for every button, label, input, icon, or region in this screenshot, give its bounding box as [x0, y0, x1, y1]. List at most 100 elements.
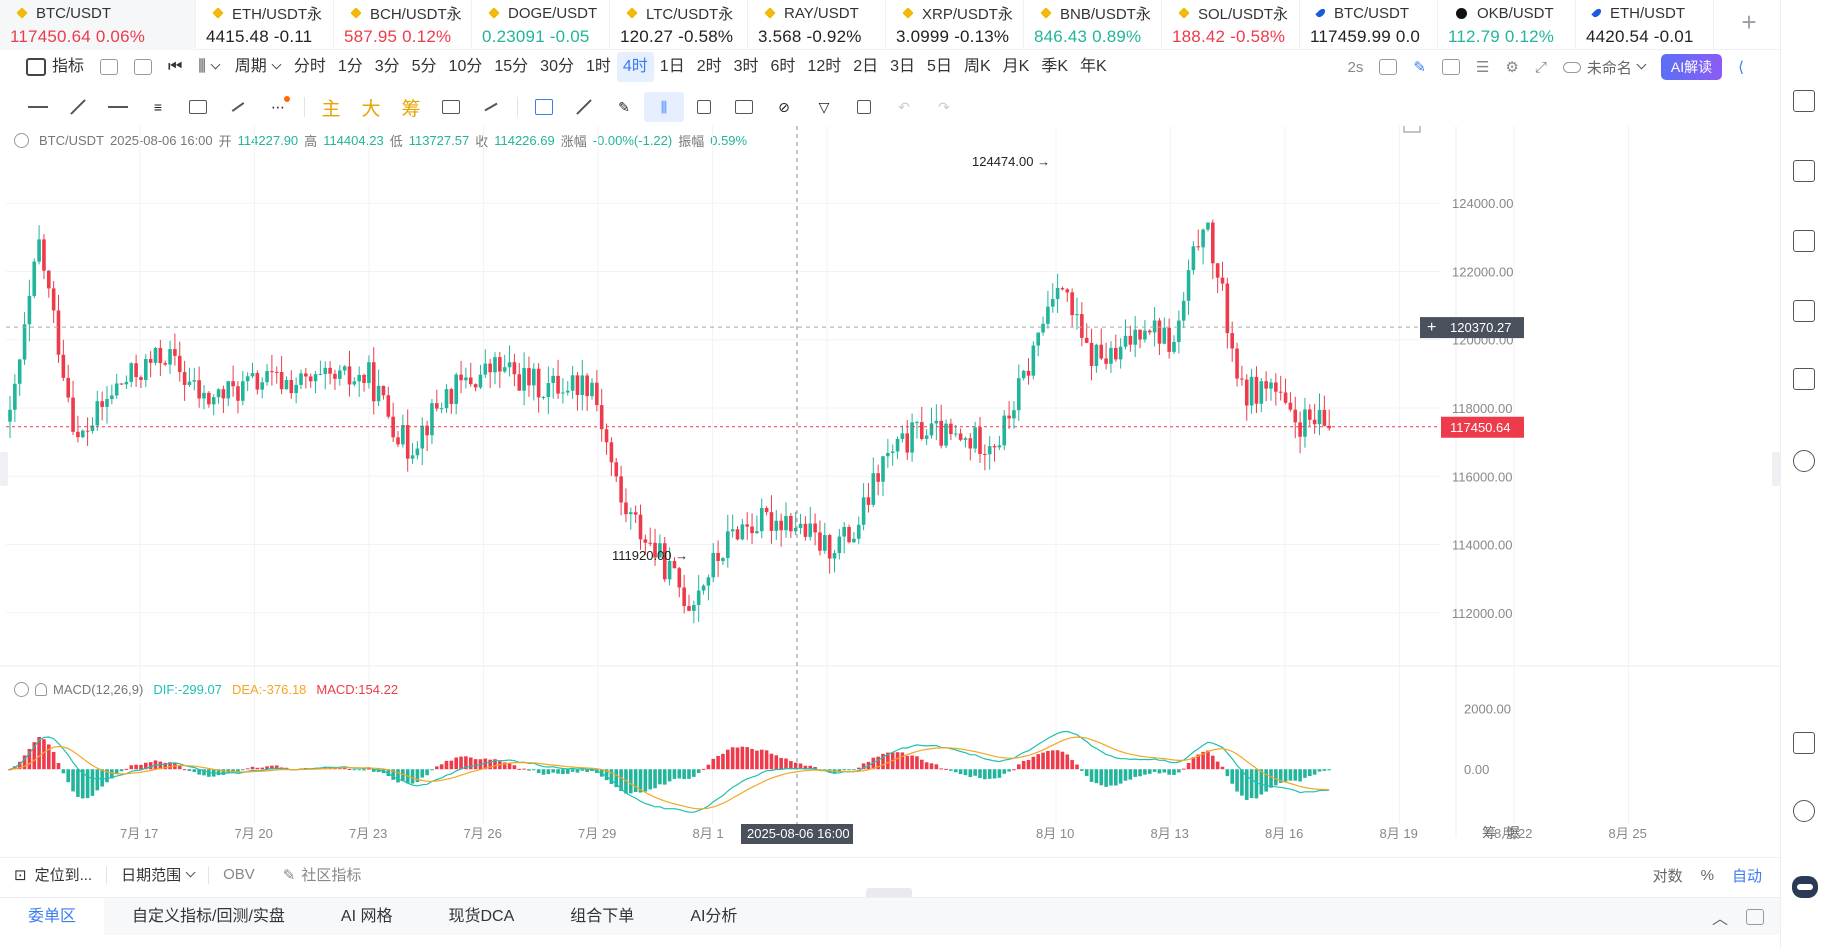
large-order-button[interactable]: 大	[351, 92, 391, 122]
calendar-button[interactable]	[92, 52, 126, 82]
collapse-circle-icon[interactable]	[14, 132, 29, 148]
settings-icon[interactable]: ⚙	[1505, 59, 1519, 76]
sync-tool[interactable]	[431, 92, 471, 122]
period-option[interactable]: 30分	[540, 58, 574, 75]
period-option[interactable]: 周K	[963, 58, 991, 75]
ticker-tab[interactable]: XRP/USDT永 3.0999 -0.13%	[886, 0, 1024, 50]
dollar-icon[interactable]	[1793, 160, 1815, 182]
ticker-tab[interactable]: RAY/USDT 3.568 -0.92%	[748, 0, 886, 50]
period-option[interactable]: 季K	[1041, 58, 1069, 75]
main-force-button[interactable]: 主	[311, 92, 351, 122]
panel-tab[interactable]: 组合下单	[570, 907, 635, 925]
period-option[interactable]: 4时	[616, 52, 654, 82]
period-option[interactable]: 2日	[853, 58, 879, 75]
ticker-tab[interactable]: LTC/USDT永 120.27 -0.58%	[610, 0, 748, 50]
layout-panel-icon[interactable]	[1793, 732, 1815, 754]
panel-tab[interactable]: 自定义指标/回测/实盘	[132, 907, 285, 925]
undo-button[interactable]: ↶	[884, 92, 924, 122]
headset-icon[interactable]	[1793, 800, 1815, 822]
panel-resize-handle[interactable]	[866, 888, 912, 898]
collapse-circle-icon[interactable]	[14, 681, 29, 697]
period-option[interactable]: 1分	[337, 58, 363, 75]
panel-tab[interactable]: AI 网格	[340, 907, 393, 925]
replay-button[interactable]: ⏮	[160, 52, 190, 82]
add-ticker-icon[interactable]: +	[1741, 7, 1757, 37]
magnet-tool[interactable]: ⊘	[764, 92, 804, 122]
etf-icon[interactable]	[1793, 368, 1815, 390]
period-option[interactable]: 月K	[1002, 58, 1030, 75]
range-tool[interactable]	[98, 92, 138, 122]
parallel-channel-tool[interactable]: ≡	[138, 92, 178, 122]
indicator-button[interactable]: 指标	[18, 52, 92, 82]
period-option[interactable]: 分时	[293, 58, 326, 75]
brush-tool[interactable]: ✎	[604, 92, 644, 122]
obv-button[interactable]: OBV	[209, 858, 269, 892]
trend-line-tool[interactable]	[58, 92, 98, 122]
period-dropdown[interactable]: 周期	[227, 52, 288, 82]
price-chart[interactable]: 124000.00122000.00120000.00118000.001160…	[0, 126, 1780, 856]
auto-scale-button[interactable]: 自动	[1731, 867, 1762, 885]
ticker-tab[interactable]: ETH/USDT永 4415.48 -0.11	[196, 0, 334, 50]
percent-scale-button[interactable]: %	[1700, 866, 1714, 884]
more-tools-button[interactable]: ⋯	[258, 92, 298, 122]
redo-button[interactable]: ↷	[924, 92, 964, 122]
panel-tab[interactable]: AI分析	[690, 907, 738, 925]
period-option[interactable]: 5分	[411, 58, 437, 75]
camera-icon[interactable]	[1379, 59, 1398, 75]
filter-tool[interactable]: ▽	[804, 92, 844, 122]
delete-tool[interactable]	[844, 92, 884, 122]
ticker-tab[interactable]: BTC/USDT 117459.99 0.0	[1300, 0, 1438, 50]
right-collapse-handle[interactable]	[1772, 452, 1780, 486]
bar-chart-icon[interactable]	[1793, 230, 1815, 252]
robot-assistant-icon[interactable]	[1792, 876, 1818, 898]
period-option[interactable]: 12时	[807, 58, 842, 75]
chips-button[interactable]: 筹	[391, 92, 431, 122]
candle-mode-tool[interactable]: ⫼	[644, 92, 684, 122]
copy-tool[interactable]	[524, 92, 564, 122]
period-option[interactable]: 年K	[1080, 58, 1107, 75]
swap-icon[interactable]	[1793, 450, 1815, 472]
left-collapse-handle[interactable]	[0, 452, 8, 486]
period-option[interactable]: 3时	[733, 58, 759, 75]
pen-icon[interactable]: ✎	[1413, 59, 1426, 76]
ticker-tab[interactable]: BTC/USDT 117450.64 0.06%	[0, 0, 196, 50]
ray-tool[interactable]	[218, 92, 258, 122]
monitor-icon[interactable]	[1793, 300, 1815, 322]
bell-icon[interactable]	[35, 682, 47, 696]
ruler-tool[interactable]	[564, 92, 604, 122]
panel-tab[interactable]: 委单区	[0, 897, 105, 936]
date-range-dropdown[interactable]: 日期范围	[107, 858, 208, 892]
refresh-interval[interactable]: 2s	[1347, 58, 1364, 76]
note-tool[interactable]	[724, 92, 764, 122]
list-icon[interactable]: ☰	[1475, 59, 1490, 76]
fullscreen-icon[interactable]: ⤢	[1534, 58, 1547, 76]
share-icon[interactable]: ⟨	[1738, 59, 1744, 76]
community-indicator-button[interactable]: ✎ 社区指标	[269, 858, 376, 892]
locate-button[interactable]: ⊡ 定位到...	[0, 858, 106, 892]
ticker-tab[interactable]: OKB/USDT 112.79 0.12%	[1438, 0, 1576, 50]
layout-button[interactable]	[126, 52, 160, 82]
layout-name-dropdown[interactable]: 未命名	[1562, 57, 1647, 78]
log-scale-button[interactable]: 对数	[1652, 867, 1683, 885]
ticker-tab[interactable]: BCH/USDT永 587.95 0.12%	[334, 0, 472, 50]
ticker-tab[interactable]: ETH/USDT 4420.54 -0.01	[1576, 0, 1714, 50]
ticker-tab[interactable]: BNB/USDT永 846.43 0.89%	[1024, 0, 1162, 50]
horizontal-line-tool[interactable]	[18, 92, 58, 122]
period-option[interactable]: 15分	[494, 58, 529, 75]
ticker-tab[interactable]: DOGE/USDT 0.23091 -0.05	[472, 0, 610, 50]
chart-type-button[interactable]: ⫼	[190, 52, 226, 82]
period-option[interactable]: 1日	[659, 58, 685, 75]
period-option[interactable]: 2时	[696, 58, 722, 75]
period-option[interactable]: 6时	[770, 58, 796, 75]
chevron-up-icon[interactable]: ︿	[1711, 911, 1728, 928]
period-option[interactable]: 1时	[585, 58, 611, 75]
period-option[interactable]: 3分	[374, 58, 400, 75]
rectangle-tool[interactable]	[178, 92, 218, 122]
measure-tool[interactable]	[471, 92, 511, 122]
period-option[interactable]: 3日	[890, 58, 916, 75]
lock-tool[interactable]	[684, 92, 724, 122]
export-icon[interactable]	[1441, 59, 1460, 75]
ticker-tab[interactable]: SOL/USDT永 188.42 -0.58%	[1162, 0, 1300, 50]
popout-icon[interactable]	[1746, 909, 1764, 925]
panel-tab[interactable]: 现货DCA	[448, 907, 515, 925]
